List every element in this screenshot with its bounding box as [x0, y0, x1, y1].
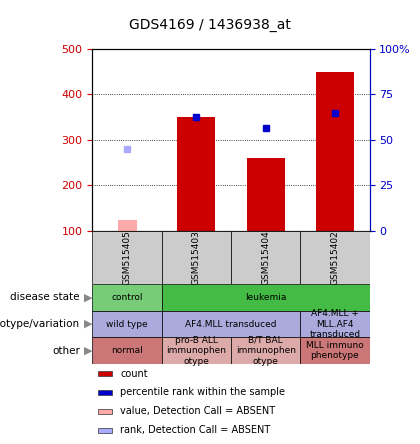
Text: percentile rank within the sample: percentile rank within the sample: [120, 387, 285, 397]
Text: pro-B ALL
immunophen
otype: pro-B ALL immunophen otype: [166, 336, 226, 366]
Bar: [231, 231, 300, 284]
Text: GSM515404: GSM515404: [261, 230, 270, 285]
Text: AF4.MLL transduced: AF4.MLL transduced: [185, 320, 277, 329]
Bar: [98, 390, 112, 395]
Bar: [92, 231, 162, 284]
Text: GSM515403: GSM515403: [192, 230, 201, 285]
Bar: [316, 71, 354, 231]
Bar: [118, 219, 136, 231]
Bar: [162, 311, 300, 337]
Text: GSM515405: GSM515405: [123, 230, 131, 285]
Text: leukemia: leukemia: [245, 293, 286, 302]
Bar: [300, 337, 370, 364]
Text: ▶: ▶: [84, 346, 92, 356]
Text: count: count: [120, 369, 148, 379]
Bar: [98, 428, 112, 432]
Text: other: other: [52, 346, 80, 356]
Bar: [92, 337, 162, 364]
Text: AF4.MLL +
MLL.AF4
transduced: AF4.MLL + MLL.AF4 transduced: [310, 309, 360, 339]
Text: B/T BAL
immunophen
otype: B/T BAL immunophen otype: [236, 336, 296, 366]
Bar: [300, 231, 370, 284]
Bar: [231, 337, 300, 364]
Bar: [162, 337, 231, 364]
Bar: [162, 284, 370, 311]
Text: normal: normal: [111, 346, 143, 355]
Bar: [300, 311, 370, 337]
Bar: [162, 231, 231, 284]
Text: GSM515402: GSM515402: [331, 230, 339, 285]
Text: control: control: [111, 293, 143, 302]
Text: value, Detection Call = ABSENT: value, Detection Call = ABSENT: [120, 406, 275, 416]
Text: genotype/variation: genotype/variation: [0, 319, 80, 329]
Bar: [92, 284, 162, 311]
Text: wild type: wild type: [106, 320, 148, 329]
Bar: [92, 311, 162, 337]
Bar: [98, 371, 112, 376]
Text: rank, Detection Call = ABSENT: rank, Detection Call = ABSENT: [120, 425, 270, 435]
Text: disease state: disease state: [10, 293, 80, 302]
Text: ▶: ▶: [84, 293, 92, 302]
Bar: [98, 409, 112, 414]
Bar: [177, 117, 215, 231]
Text: MLL immuno
phenotype: MLL immuno phenotype: [306, 341, 364, 361]
Bar: [247, 158, 285, 231]
Text: ▶: ▶: [84, 319, 92, 329]
Text: GDS4169 / 1436938_at: GDS4169 / 1436938_at: [129, 18, 291, 32]
